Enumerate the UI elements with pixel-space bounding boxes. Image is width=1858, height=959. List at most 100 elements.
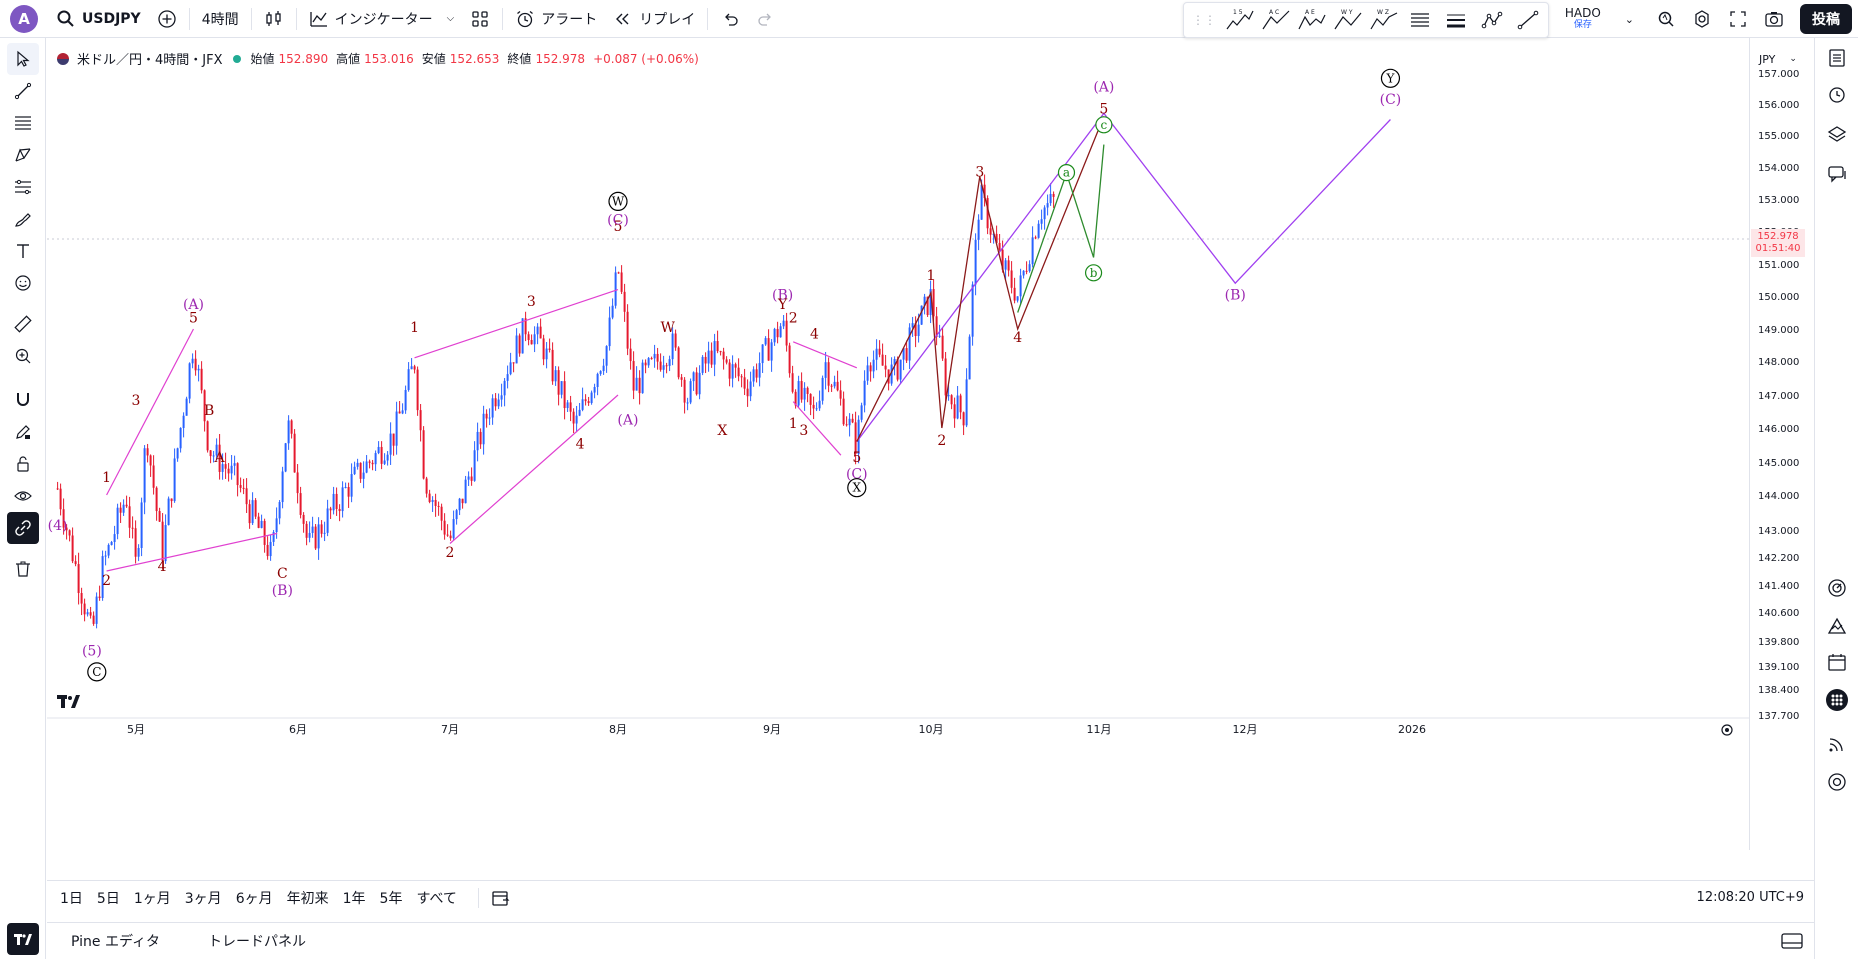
range-button[interactable]: 5年 xyxy=(379,890,403,907)
axis-settings-icon[interactable] xyxy=(1721,724,1733,736)
wave-label[interactable]: 3 xyxy=(799,423,808,439)
visibility-tool[interactable] xyxy=(7,480,39,512)
trend-line-tool[interactable] xyxy=(1510,5,1546,35)
alert-button[interactable]: アラート xyxy=(507,0,605,38)
wave-label[interactable]: (A) xyxy=(183,297,204,313)
clock-timezone[interactable]: 12:08:20 UTC+9 xyxy=(1696,890,1804,905)
wave-label[interactable]: 4 xyxy=(158,559,167,575)
wave-label[interactable]: (4) xyxy=(48,518,68,534)
pattern-tool[interactable] xyxy=(7,139,39,171)
range-button[interactable]: 1年 xyxy=(342,890,366,907)
object-tree-button[interactable] xyxy=(1821,118,1853,150)
redo-button[interactable] xyxy=(748,0,784,38)
wave-label[interactable]: 3 xyxy=(975,165,984,181)
calendar-button[interactable] xyxy=(1821,646,1853,678)
line-style-tool[interactable] xyxy=(1402,5,1438,35)
settings-tool[interactable] xyxy=(1474,5,1510,35)
wave-label[interactable]: X xyxy=(853,481,862,495)
wave-label[interactable]: (C) xyxy=(846,467,868,483)
trend-line[interactable] xyxy=(414,289,619,359)
trend-line[interactable] xyxy=(449,394,619,544)
wave-label[interactable]: (A) xyxy=(1093,80,1114,96)
layout-name-button[interactable]: HADO 保存 xyxy=(1555,7,1611,31)
trend-line[interactable] xyxy=(106,532,278,572)
wave-label[interactable]: 4 xyxy=(576,436,585,452)
templates-button[interactable] xyxy=(462,0,498,38)
elliott-impulse-path[interactable] xyxy=(856,116,1105,442)
quick-search-button[interactable] xyxy=(1648,0,1684,38)
chart-type-button[interactable] xyxy=(256,0,292,38)
wave-label[interactable]: (5) xyxy=(82,643,102,659)
wave-label[interactable]: 1 xyxy=(102,470,111,486)
remove-drawings-tool[interactable] xyxy=(7,553,39,585)
range-button[interactable]: 3ヶ月 xyxy=(184,890,222,907)
alerts-button[interactable] xyxy=(1821,78,1853,110)
wave-label[interactable]: 1 xyxy=(789,416,798,432)
line-width-tool[interactable] xyxy=(1438,5,1474,35)
wave-label[interactable]: 3 xyxy=(132,393,141,409)
trend-line-tool[interactable] xyxy=(7,75,39,107)
elliott-abc-path[interactable] xyxy=(1017,144,1105,313)
symbol-search-button[interactable]: USDJPY xyxy=(48,0,149,38)
measure-tool[interactable] xyxy=(7,308,39,340)
snapshot-button[interactable] xyxy=(1756,0,1792,38)
tab-pine-editor[interactable]: Pine エディタ xyxy=(71,933,160,950)
wave-label[interactable]: 1 xyxy=(927,268,936,284)
trend-line[interactable] xyxy=(792,401,842,456)
elliott-double-combo-tool[interactable]: W Y xyxy=(1330,5,1366,35)
compare-button[interactable] xyxy=(149,0,185,38)
elliott-triple-combo-tool[interactable]: W Z xyxy=(1366,5,1402,35)
range-button[interactable]: すべて xyxy=(416,890,457,907)
fullscreen-button[interactable] xyxy=(1720,0,1756,38)
wave-label[interactable]: b xyxy=(1090,266,1098,280)
watchlist-button[interactable] xyxy=(1821,42,1853,74)
publish-button[interactable]: 投稿 xyxy=(1800,4,1852,34)
wave-label[interactable]: X xyxy=(717,423,727,439)
wave-label[interactable]: 4 xyxy=(1013,330,1022,346)
user-avatar[interactable]: A xyxy=(10,4,38,33)
price-chart[interactable]: (4)(5)12345(A)BAC(B)12345(C)W(A)WX(B)Y24… xyxy=(47,38,1749,850)
chats-button[interactable] xyxy=(1821,158,1853,190)
sync-drawings-tool[interactable] xyxy=(7,512,39,544)
price-scale[interactable]: 157.000156.000155.000154.000153.000152.0… xyxy=(1749,38,1813,850)
ideas-button[interactable] xyxy=(1821,610,1853,642)
streams-button[interactable] xyxy=(1821,728,1853,760)
settings-button[interactable] xyxy=(1684,0,1720,38)
wave-label[interactable]: (B) xyxy=(1225,287,1246,303)
wave-label[interactable]: 2 xyxy=(446,545,455,561)
wave-label[interactable]: 2 xyxy=(937,433,946,449)
apps-button[interactable] xyxy=(1821,684,1853,716)
wave-label[interactable]: 2 xyxy=(102,573,111,589)
forecast-tool[interactable] xyxy=(7,171,39,203)
wave-label[interactable]: (C) xyxy=(607,213,629,229)
drag-handle-icon[interactable]: ⋮⋮ xyxy=(1192,13,1216,27)
wave-label[interactable]: 5 xyxy=(614,219,623,235)
elliott-triangle-tool[interactable]: A E xyxy=(1294,5,1330,35)
wave-label[interactable]: Y xyxy=(1385,71,1395,85)
wave-label[interactable]: Y xyxy=(777,297,788,313)
zoom-tool[interactable] xyxy=(7,340,39,372)
wave-label[interactable]: 4 xyxy=(810,327,819,343)
wave-label[interactable]: C xyxy=(92,665,101,679)
wave-label[interactable]: (B) xyxy=(772,287,793,303)
range-button[interactable]: 1ヶ月 xyxy=(133,890,171,907)
wave-label[interactable]: (A) xyxy=(617,413,638,429)
chevron-down-icon[interactable]: ⌄ xyxy=(1624,12,1634,26)
range-button[interactable]: 6ヶ月 xyxy=(235,890,273,907)
technicals-button[interactable] xyxy=(1821,572,1853,604)
cursor-tool[interactable] xyxy=(7,43,39,75)
magnet-tool[interactable] xyxy=(7,383,39,415)
wave-label[interactable]: (B) xyxy=(272,583,293,599)
wave-label[interactable]: 5 xyxy=(1099,101,1108,117)
range-button[interactable]: 1日 xyxy=(60,890,83,907)
fib-tool[interactable] xyxy=(7,107,39,139)
wave-label[interactable]: B xyxy=(204,403,214,419)
brush-tool[interactable] xyxy=(7,203,39,235)
wave-label[interactable]: c xyxy=(1100,118,1107,132)
help-button[interactable] xyxy=(1821,766,1853,798)
maximize-panel-icon[interactable] xyxy=(1780,931,1804,951)
tab-trading-panel[interactable]: トレードパネル xyxy=(207,933,306,950)
interval-button[interactable]: 4時間 xyxy=(194,0,247,38)
trend-line[interactable] xyxy=(106,328,195,496)
icon-tool[interactable] xyxy=(7,267,39,299)
